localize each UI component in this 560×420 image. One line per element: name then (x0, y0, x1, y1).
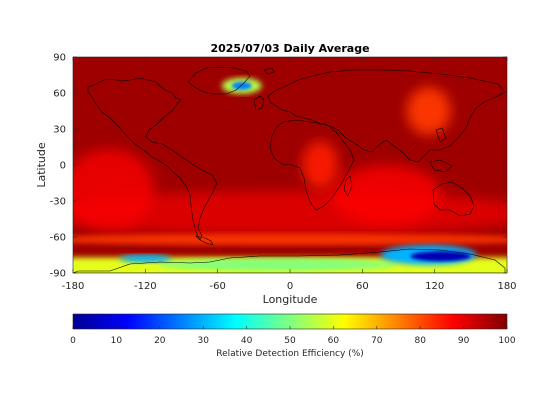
heatmap-feature (119, 254, 172, 263)
heatmap-feature (302, 141, 339, 189)
y-tick-label: -30 (50, 197, 66, 208)
x-tick-label: -180 (62, 281, 85, 292)
x-axis: -180 -120 -60 0 60 120 180 (62, 57, 517, 292)
x-tick-label: 0 (287, 281, 293, 292)
colorbar-tick-label: 30 (197, 336, 209, 346)
colorbar-tick-label: 60 (328, 336, 340, 346)
x-tick-label: -60 (209, 281, 225, 292)
colorbar-tick-label: 0 (70, 336, 76, 346)
y-tick-label: 90 (53, 53, 66, 64)
colorbar-tick-label: 10 (111, 336, 123, 346)
y-axis-label: Latitude (35, 142, 48, 188)
heatmap-feature (73, 149, 155, 229)
x-axis-label: Longitude (263, 293, 318, 306)
heatmap-feature (157, 258, 398, 271)
y-tick-label: -90 (50, 269, 66, 280)
heatmap-feature (73, 233, 507, 246)
colorbar-tick-label: 90 (458, 336, 470, 346)
coastlines (73, 66, 506, 273)
colorbar-label: Relative Detection Efficiency (%) (216, 349, 364, 359)
colorbar-tick-label: 20 (154, 336, 166, 346)
y-tick-label: -60 (50, 233, 66, 244)
y-axis: 90 60 30 0 -30 -60 -90 (50, 53, 507, 280)
colorbar-tick-label: 40 (241, 336, 253, 346)
colorbar-tick-label: 80 (414, 336, 426, 346)
y-tick-label: 0 (60, 161, 66, 172)
y-tick-label: 30 (53, 125, 66, 136)
colorbar-ticks: 0 10 20 30 40 50 60 70 80 90 100 (70, 326, 516, 346)
heatmap-features (73, 77, 507, 273)
y-tick-label: 60 (53, 89, 66, 100)
colorbar-tick-label: 100 (498, 336, 515, 346)
heatmap-feature (231, 81, 252, 90)
heatmap-feature (406, 87, 451, 135)
colorbar-tick-label: 50 (284, 336, 296, 346)
x-tick-label: 60 (356, 281, 369, 292)
heatmap-feature (410, 251, 471, 262)
x-tick-label: -120 (134, 281, 157, 292)
x-tick-label: 180 (497, 281, 516, 292)
x-tick-label: 120 (425, 281, 444, 292)
heatmap-area (73, 57, 507, 273)
chart-title: 2025/07/03 Daily Average (210, 42, 369, 55)
colorbar-tick-label: 70 (371, 336, 383, 346)
heatmap-feature (331, 165, 442, 225)
